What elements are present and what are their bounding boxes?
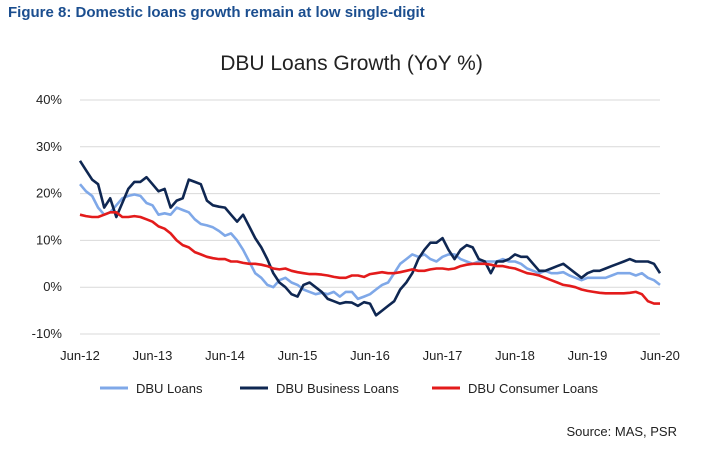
y-tick-label: 20% (36, 186, 62, 201)
legend-label-dbu-business-loans: DBU Business Loans (276, 381, 399, 396)
x-tick-label: Jun-17 (423, 348, 463, 363)
series-line-dbu-consumer-loans (79, 211, 660, 305)
y-tick-label: -10% (32, 326, 63, 341)
y-tick-label: 40% (36, 92, 62, 107)
series-line-dbu-business-loans (78, 160, 662, 317)
x-tick-label: Jun-15 (278, 348, 318, 363)
x-tick-label: Jun-16 (350, 348, 390, 363)
y-tick-label: 0% (43, 279, 62, 294)
x-tick-label: Jun-19 (568, 348, 608, 363)
x-tick-label: Jun-13 (133, 348, 173, 363)
legend-label-dbu-loans: DBU Loans (136, 381, 203, 396)
source-note: Source: MAS, PSR (566, 424, 677, 439)
y-tick-label: 30% (36, 139, 62, 154)
figure-title: Figure 8: Domestic loans growth remain a… (8, 4, 425, 21)
y-tick-label: 10% (36, 232, 62, 247)
x-tick-label: Jun-14 (205, 348, 245, 363)
chart-title: DBU Loans Growth (YoY %) (220, 52, 483, 75)
x-tick-label: Jun-12 (60, 348, 100, 363)
legend-label-dbu-consumer-loans: DBU Consumer Loans (468, 381, 599, 396)
x-tick-label: Jun-18 (495, 348, 535, 363)
series-line-dbu-loans (79, 183, 661, 301)
x-tick-label: Jun-20 (640, 348, 680, 363)
